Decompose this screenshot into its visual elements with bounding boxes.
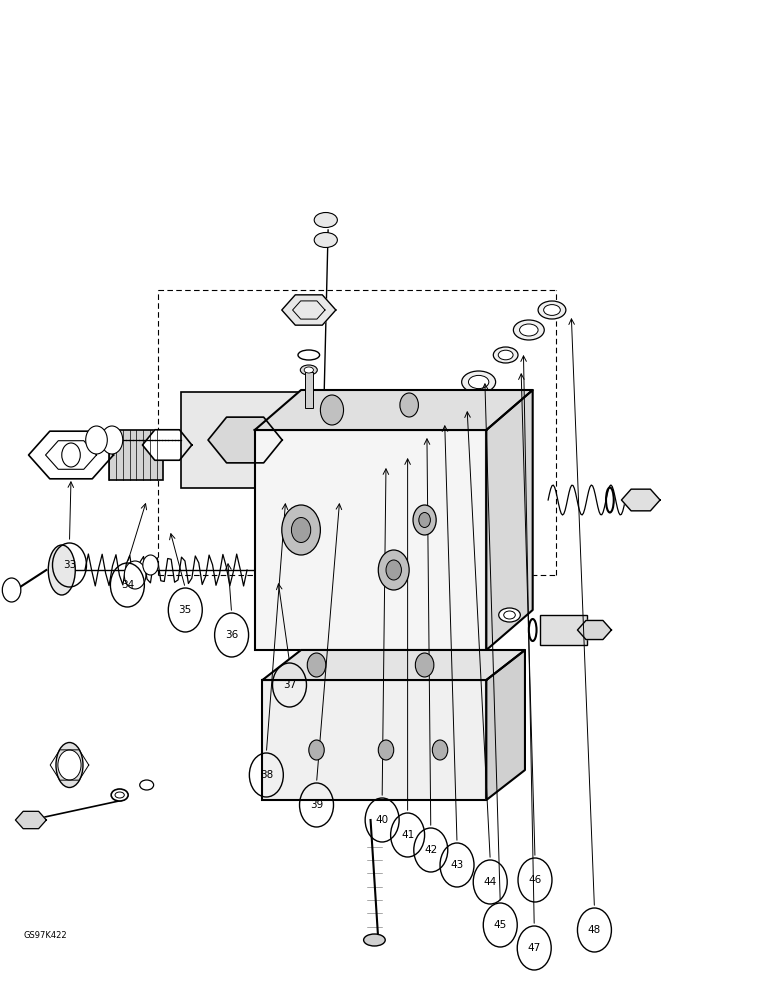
Polygon shape	[142, 430, 191, 460]
Circle shape	[378, 550, 409, 590]
Bar	[181, 392, 324, 488]
Ellipse shape	[364, 934, 385, 946]
Ellipse shape	[304, 367, 313, 373]
Ellipse shape	[442, 393, 469, 411]
Circle shape	[292, 518, 310, 542]
Circle shape	[2, 578, 21, 602]
Text: 36: 36	[225, 630, 239, 640]
Circle shape	[282, 505, 320, 555]
Ellipse shape	[538, 301, 566, 319]
Polygon shape	[486, 390, 533, 650]
Bar	[262, 680, 486, 800]
Text: 48: 48	[587, 925, 601, 935]
Circle shape	[386, 560, 401, 580]
Text: 47: 47	[527, 943, 541, 953]
Text: 33: 33	[63, 560, 76, 570]
Bar	[110, 430, 164, 480]
Text: 44: 44	[483, 877, 497, 887]
Circle shape	[432, 740, 448, 760]
Text: 42: 42	[424, 845, 438, 855]
Circle shape	[418, 512, 431, 528]
Polygon shape	[208, 417, 282, 463]
Ellipse shape	[415, 421, 426, 429]
Circle shape	[124, 561, 146, 589]
Polygon shape	[538, 299, 566, 321]
Bar	[540, 615, 587, 645]
Ellipse shape	[462, 371, 496, 393]
Text: 35: 35	[178, 605, 192, 615]
Text: 45: 45	[493, 920, 507, 930]
Ellipse shape	[426, 408, 446, 422]
Ellipse shape	[374, 448, 398, 462]
Bar	[255, 430, 486, 650]
Polygon shape	[486, 650, 525, 800]
Ellipse shape	[399, 436, 411, 444]
Circle shape	[378, 740, 394, 760]
Text: GS97K422: GS97K422	[23, 931, 67, 940]
Polygon shape	[493, 345, 518, 365]
Ellipse shape	[111, 789, 128, 801]
Polygon shape	[255, 390, 533, 430]
Ellipse shape	[300, 365, 317, 375]
Circle shape	[320, 395, 344, 425]
Circle shape	[101, 426, 123, 454]
Ellipse shape	[493, 347, 518, 363]
Ellipse shape	[503, 611, 515, 619]
Bar	[305, 372, 313, 408]
Ellipse shape	[56, 742, 83, 788]
Polygon shape	[29, 431, 113, 479]
Text: 40: 40	[375, 815, 389, 825]
Circle shape	[413, 505, 436, 535]
Ellipse shape	[543, 305, 560, 315]
Polygon shape	[621, 489, 660, 511]
Ellipse shape	[498, 350, 513, 360]
Ellipse shape	[298, 350, 320, 360]
Polygon shape	[577, 620, 611, 640]
Text: 43: 43	[450, 860, 464, 870]
Ellipse shape	[469, 375, 489, 389]
Text: 34: 34	[120, 580, 134, 590]
Text: 38: 38	[259, 770, 273, 780]
Ellipse shape	[140, 780, 154, 790]
Ellipse shape	[314, 232, 337, 247]
Circle shape	[58, 750, 81, 780]
Circle shape	[307, 653, 326, 677]
Circle shape	[400, 393, 418, 417]
Ellipse shape	[430, 411, 442, 419]
Ellipse shape	[513, 320, 544, 340]
Ellipse shape	[411, 419, 430, 431]
Ellipse shape	[520, 324, 538, 336]
Ellipse shape	[395, 434, 415, 446]
Polygon shape	[395, 432, 415, 448]
Circle shape	[86, 426, 107, 454]
Text: 39: 39	[310, 800, 323, 810]
Polygon shape	[374, 446, 398, 464]
Circle shape	[415, 653, 434, 677]
Ellipse shape	[314, 213, 337, 228]
Ellipse shape	[48, 545, 76, 595]
Polygon shape	[462, 369, 496, 395]
Polygon shape	[411, 418, 430, 432]
Polygon shape	[426, 407, 446, 423]
Polygon shape	[15, 811, 46, 829]
Polygon shape	[262, 650, 525, 680]
Polygon shape	[282, 295, 336, 325]
Polygon shape	[513, 318, 544, 342]
Circle shape	[143, 555, 158, 575]
Ellipse shape	[115, 792, 124, 798]
Polygon shape	[442, 391, 469, 413]
Text: 41: 41	[401, 830, 415, 840]
Ellipse shape	[447, 397, 464, 407]
Text: 46: 46	[528, 875, 542, 885]
Ellipse shape	[379, 450, 393, 460]
Ellipse shape	[499, 608, 520, 622]
Text: 37: 37	[283, 680, 296, 690]
Circle shape	[309, 740, 324, 760]
Circle shape	[62, 443, 80, 467]
